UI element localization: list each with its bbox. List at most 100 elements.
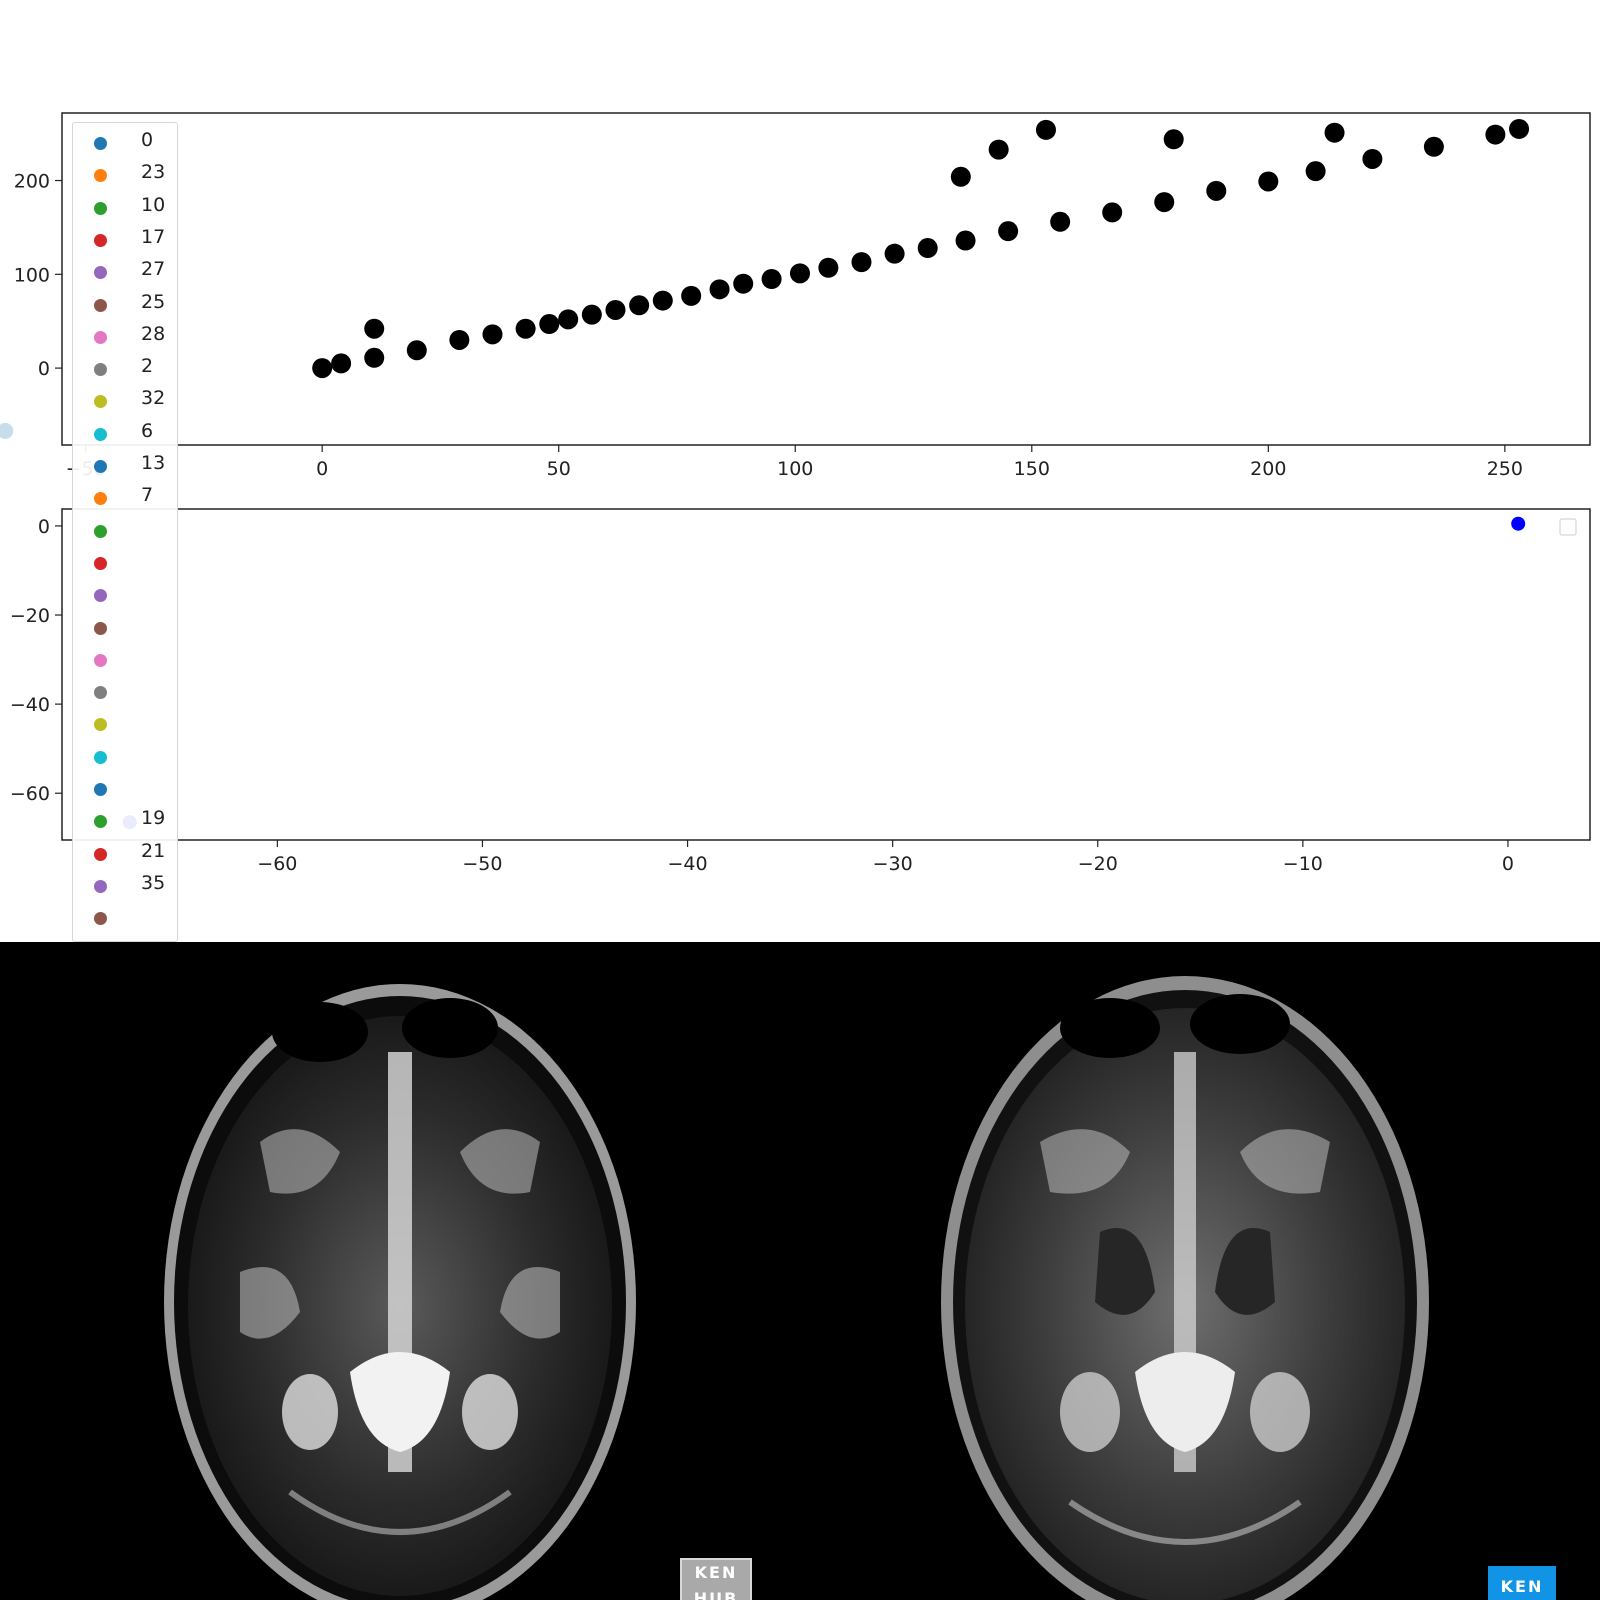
data-point-series-0 <box>605 299 626 320</box>
data-point-series-0 <box>1509 118 1530 139</box>
x-tick-label: 100 <box>777 458 813 480</box>
legend-item <box>73 578 173 610</box>
legend-marker <box>94 427 107 441</box>
data-point-series-0 <box>1258 171 1279 192</box>
mri-brain-scan-left <box>164 984 636 1600</box>
x-tick-label: 250 <box>1487 458 1523 480</box>
legend-marker <box>94 879 107 893</box>
data-point-series-0 <box>884 243 905 264</box>
legend-label: 19 <box>141 807 166 830</box>
x-tick-label: −20 <box>1078 853 1118 875</box>
legend-item: 32 <box>73 384 173 416</box>
legend-label: 0 <box>141 129 154 151</box>
legend-item: 2 <box>73 352 173 384</box>
legend-item: 35 <box>73 869 173 901</box>
data-point-series-0 <box>581 304 602 325</box>
data-point-series-0 <box>1035 119 1056 140</box>
legend-item: 6 <box>73 417 173 449</box>
legend-marker <box>94 912 107 926</box>
data-point-series-0 <box>998 221 1019 242</box>
data-point-series-0 <box>1324 122 1345 143</box>
y-tick-label: 200 <box>14 171 50 193</box>
data-point-series-0 <box>1163 129 1184 150</box>
y-tick-label: 100 <box>14 264 50 286</box>
legend-marker <box>94 686 107 700</box>
data-point-series-0 <box>1305 161 1326 182</box>
legend-item: 21 <box>73 837 173 869</box>
data-point-series-0 <box>1206 180 1227 201</box>
legend-item <box>73 772 173 804</box>
legend-label: 27 <box>141 258 166 281</box>
legend-marker <box>94 718 107 732</box>
data-point-series-0 <box>681 285 702 306</box>
legend-marker <box>94 395 107 409</box>
legend-marker <box>94 298 107 312</box>
legend-label: 10 <box>141 193 166 216</box>
mri-brain-scan-right <box>941 976 1429 1600</box>
plot-frame-1 <box>61 508 1591 841</box>
data-point-series-0 <box>629 295 650 316</box>
legend-item: 19 <box>73 804 173 836</box>
data-point-series-0 <box>1485 124 1506 145</box>
data-point-series-0 <box>515 318 536 339</box>
data-point-series-0 <box>482 324 503 345</box>
legend-marker <box>94 363 107 377</box>
x-tick-label: −30 <box>873 853 913 875</box>
x-tick-label: −50 <box>462 853 502 875</box>
legend-label: 25 <box>141 290 166 313</box>
kenhub-logo-right: KEN <box>1488 1566 1556 1600</box>
x-tick-label: 50 <box>547 458 571 480</box>
empty-legend-box <box>1559 518 1577 536</box>
kenhub-logo-left: KEN HUB <box>680 1558 752 1600</box>
plot-frame-0 <box>61 112 1591 446</box>
legend-item: 7 <box>73 481 173 513</box>
data-point-series-0 <box>1154 192 1175 213</box>
legend-marker <box>94 750 107 764</box>
y-tick-label: 0 <box>38 516 50 538</box>
legend-item: 23 <box>73 158 173 190</box>
data-point-series-0 <box>818 257 839 278</box>
x-tick-label: 150 <box>1014 458 1050 480</box>
legend-item: 17 <box>73 223 173 255</box>
data-point-series-0 <box>709 279 730 300</box>
data-point-series-0 <box>449 329 470 350</box>
legend-item: 27 <box>73 255 173 287</box>
data-point-series-0 <box>331 353 352 374</box>
data-point-series-0 <box>364 318 385 339</box>
legend-marker <box>94 169 107 183</box>
legend-item: 10 <box>73 191 173 223</box>
legend-item: 0 <box>73 126 173 158</box>
legend-item: 25 <box>73 288 173 320</box>
data-point-series-0 <box>789 263 810 284</box>
data-point-series-0 <box>1362 148 1383 169</box>
legend-label: 28 <box>141 322 166 345</box>
data-point-series-0 <box>406 340 427 361</box>
mri-image-panel: KEN HUB KEN <box>0 942 1600 1600</box>
legend-item: 13 <box>73 449 173 481</box>
data-point-series-0 <box>761 269 782 289</box>
legend-item <box>73 546 173 578</box>
legend-marker <box>94 492 107 506</box>
data-point-series-0 <box>1511 516 1526 531</box>
legend-marker <box>94 653 107 667</box>
legend-marker <box>94 589 107 603</box>
data-point-series-0 <box>733 273 754 294</box>
legend-item <box>73 514 173 546</box>
data-point-series-0 <box>558 309 579 330</box>
legend-item <box>73 675 173 707</box>
legend-label: 35 <box>141 871 166 894</box>
x-tick-label: 0 <box>316 458 328 480</box>
legend-label: 23 <box>141 161 166 184</box>
data-point-series-0 <box>988 139 1009 160</box>
y-tick-label: −20 <box>10 605 50 627</box>
data-point-series-0 <box>312 358 333 379</box>
data-point-series-0 <box>539 314 560 335</box>
legend-marker <box>94 815 107 829</box>
legend-item <box>73 611 173 643</box>
legend-marker <box>94 621 107 635</box>
legend-marker <box>94 330 107 344</box>
x-tick-label: −60 <box>257 853 297 875</box>
x-tick-label: 200 <box>1250 458 1286 480</box>
data-point-series-0 <box>1102 202 1123 223</box>
legend-label: 6 <box>141 419 154 442</box>
